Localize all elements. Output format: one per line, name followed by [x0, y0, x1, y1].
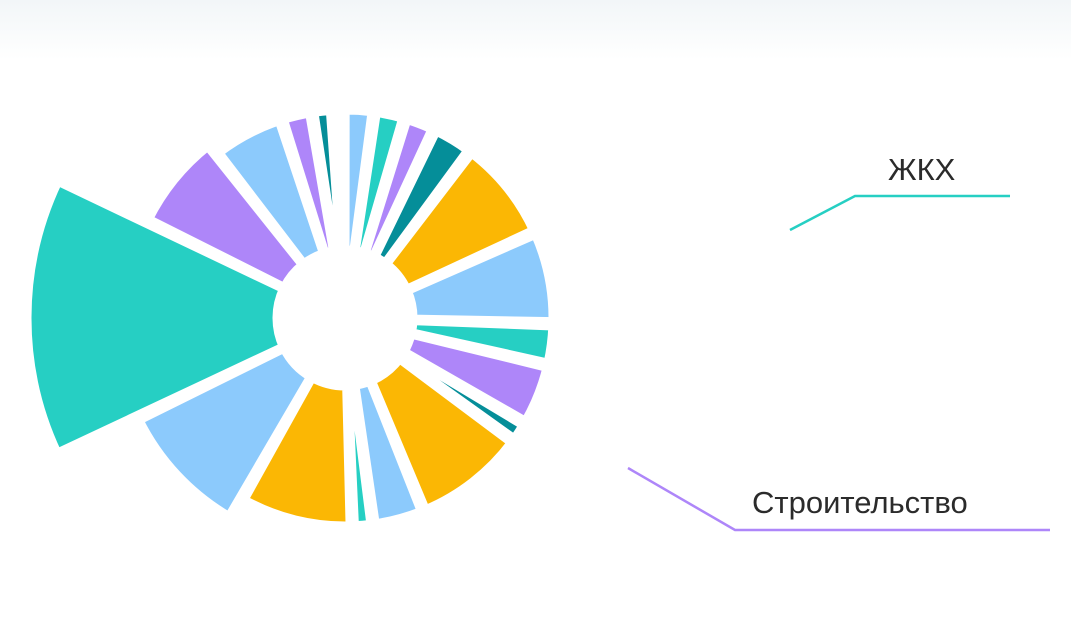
chart-slice-17	[239, 372, 355, 531]
chart-slice-9	[381, 148, 539, 294]
callout-line-stroitelstvo	[627, 466, 1050, 532]
chart-slice-18	[134, 343, 316, 522]
callout-label-stroitelstvo: Строительство	[752, 485, 968, 520]
callout-label-zhkh: ЖКХ	[888, 152, 956, 187]
chart-slice-20	[143, 141, 308, 292]
chart-slice-19	[22, 176, 289, 458]
callout-line-zhkh	[789, 194, 1010, 232]
chart-slice-14	[366, 354, 517, 515]
chart-slice-10	[402, 229, 558, 327]
chart-slices	[22, 105, 558, 531]
